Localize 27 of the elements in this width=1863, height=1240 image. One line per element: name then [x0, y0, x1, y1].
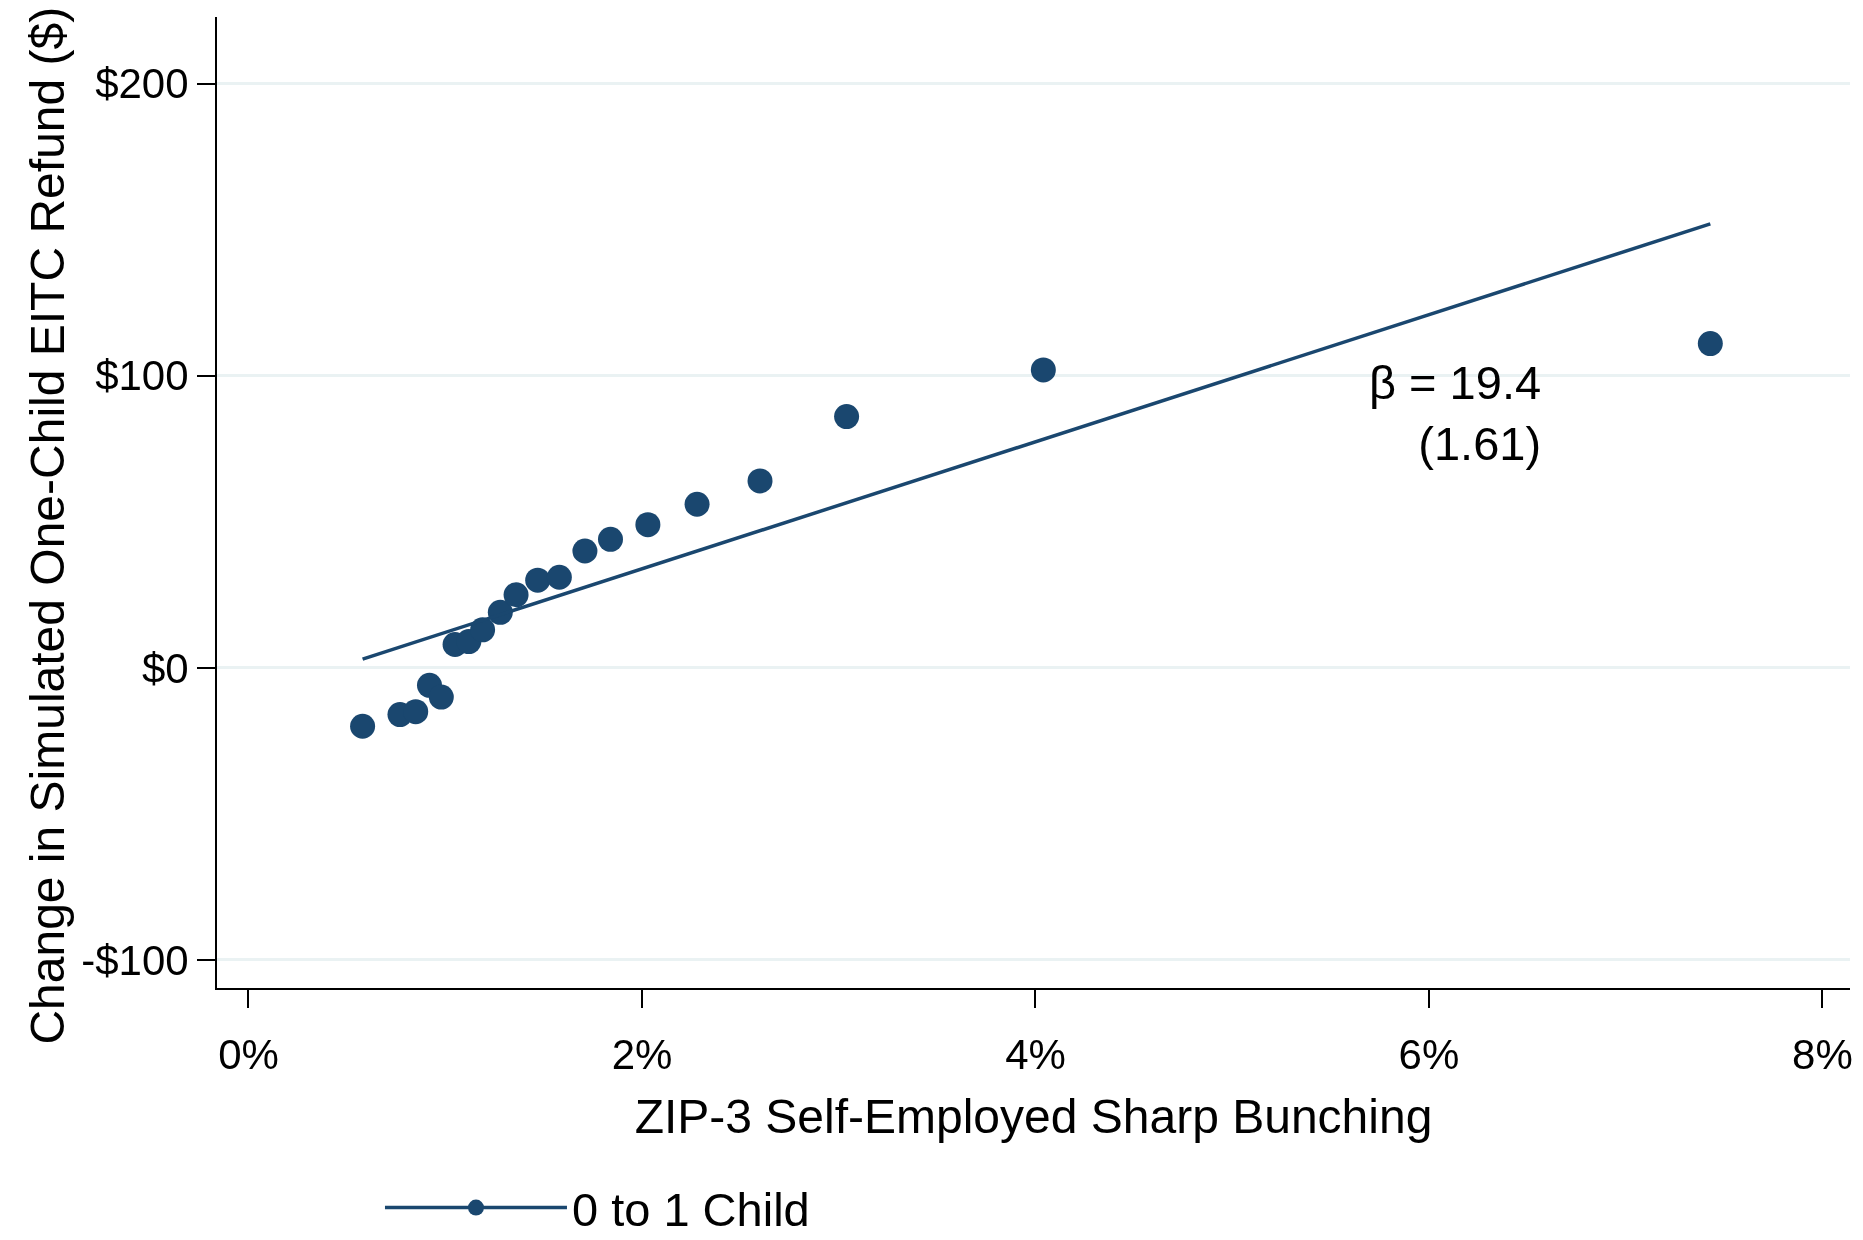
point: [834, 404, 860, 430]
x-tick-label: 4%: [1005, 1031, 1066, 1079]
x-tick-label: 2%: [611, 1031, 673, 1079]
x-axis-title: ZIP-3 Self-Employed Sharp Bunching: [634, 1090, 1433, 1143]
point: [572, 538, 598, 564]
point: [503, 582, 529, 608]
y-axis-title: Change in Simulated One-Child EITC Refund ($): [21, 6, 75, 1045]
point: [1030, 357, 1056, 383]
y-tick-label: $200: [95, 60, 189, 108]
point: [525, 567, 551, 593]
x-tick-label: 0%: [218, 1031, 279, 1079]
point: [428, 684, 454, 710]
x-tick-label: 8%: [1792, 1031, 1853, 1079]
point: [747, 468, 773, 494]
point: [350, 713, 376, 739]
point: [403, 699, 429, 725]
legend-label: 0 to 1 Child: [571, 1182, 810, 1236]
point: [598, 526, 623, 552]
y-tick-label: -$100: [81, 936, 189, 984]
x-tick-label: 6%: [1398, 1031, 1460, 1079]
y-tick-label: $100: [95, 352, 189, 400]
point: [684, 491, 710, 517]
y-tick-label: $0: [141, 644, 189, 692]
point: [546, 564, 572, 590]
annotation: β = 19.4 (1.61): [1369, 356, 1542, 471]
point: [1697, 331, 1723, 357]
point: [635, 512, 661, 538]
